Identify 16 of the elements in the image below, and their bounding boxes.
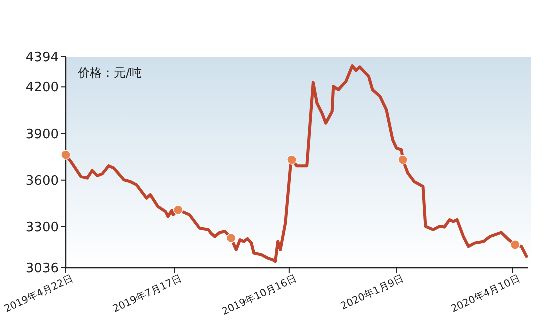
y-tick-label: 3600 <box>26 174 59 189</box>
y-tick-label: 3300 <box>26 220 59 236</box>
x-tick-label: 2020年4月10日 <box>449 272 522 316</box>
y-tick-label: 4394 <box>26 50 59 66</box>
y-axis-title: 价格：元/吨 <box>77 66 142 80</box>
point <box>510 240 520 250</box>
point <box>287 155 297 165</box>
y-tick-label: 4200 <box>26 80 59 96</box>
point <box>226 234 236 244</box>
y-tick-label: 3900 <box>26 127 59 142</box>
x-tick-label: 2019年7月17日 <box>111 272 184 316</box>
x-tick-label: 2020年1月9日 <box>339 272 406 313</box>
point <box>61 150 71 160</box>
point <box>174 205 184 215</box>
x-tick-label: 2019年10月16日 <box>220 272 299 318</box>
point <box>398 155 408 165</box>
